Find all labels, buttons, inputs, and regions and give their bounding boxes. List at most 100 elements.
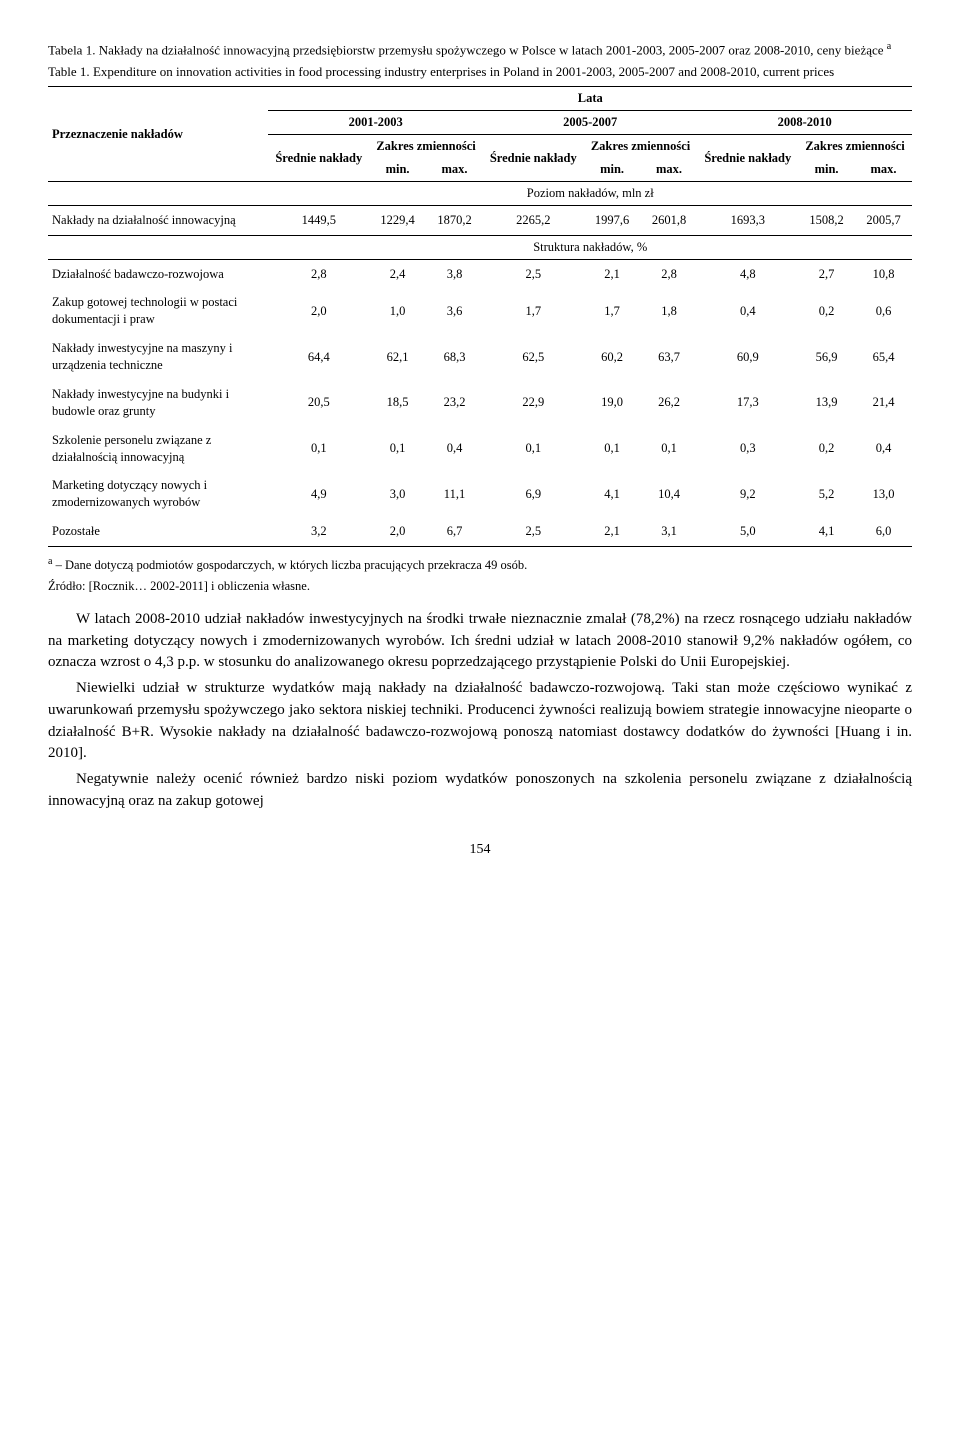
cell: 2,8 [268, 259, 369, 288]
table-row: Działalność badawczo-rozwojowa2,82,43,82… [48, 259, 912, 288]
col-header-period-1: 2005-2007 [483, 111, 698, 135]
body-para-2: Negatywnie należy ocenić również bardzo … [48, 769, 912, 813]
cell: 13,0 [855, 471, 912, 517]
caption-en-text: Expenditure on innovation activities in … [93, 64, 834, 79]
cell: 23,2 [426, 380, 483, 426]
cell: 6,9 [483, 471, 584, 517]
cell: 13,9 [798, 380, 855, 426]
caption-en-label: Table 1. [48, 64, 90, 79]
caption-pl-text: Nakłady na działalność innowacyjną przed… [99, 42, 887, 57]
col-header-srednie-2: Średnie nakłady [697, 135, 798, 182]
cell: 0,1 [369, 426, 426, 472]
col-header-min-2: min. [798, 158, 855, 181]
source: Źródło: [Rocznik… 2002-2011] i obliczeni… [48, 578, 912, 595]
table-row: Nakłady na działalność innowacyjną1449,5… [48, 205, 912, 235]
col-header-zakres-1: Zakres zmienności [584, 135, 698, 158]
col-header-srednie-1: Średnie nakłady [483, 135, 584, 182]
footnote: a – Dane dotyczą podmiotów gospodarczych… [48, 555, 912, 574]
data-table: Przeznaczenie nakładów Lata 2001-2003 20… [48, 86, 912, 547]
cell: 64,4 [268, 334, 369, 380]
cell: 1,7 [483, 288, 584, 334]
col-header-zakres-2: Zakres zmienności [798, 135, 912, 158]
cell: 60,9 [697, 334, 798, 380]
cell: 68,3 [426, 334, 483, 380]
cell: 10,8 [855, 259, 912, 288]
table-row: Nakłady inwestycyjne na budynki i budowl… [48, 380, 912, 426]
cell: 6,7 [426, 517, 483, 546]
cell: 2005,7 [855, 205, 912, 235]
cell: 21,4 [855, 380, 912, 426]
row-label: Nakłady na działalność innowacyjną [48, 205, 268, 235]
col-header-min-1: min. [584, 158, 641, 181]
row-label: Marketing dotyczący nowych i zmodernizow… [48, 471, 268, 517]
section-struct: Struktura nakładów, % [268, 235, 912, 259]
cell: 1,0 [369, 288, 426, 334]
table-row: Nakłady inwestycyjne na maszyny i urządz… [48, 334, 912, 380]
col-header-max-2: max. [855, 158, 912, 181]
cell: 2,0 [268, 288, 369, 334]
cell: 0,1 [483, 426, 584, 472]
cell: 20,5 [268, 380, 369, 426]
cell: 0,1 [268, 426, 369, 472]
body-para-0: W latach 2008-2010 udział nakładów inwes… [48, 609, 912, 674]
table-row: Zakup gotowej technologii w postaci doku… [48, 288, 912, 334]
cell: 60,2 [584, 334, 641, 380]
cell: 4,8 [697, 259, 798, 288]
cell: 1449,5 [268, 205, 369, 235]
cell: 0,6 [855, 288, 912, 334]
cell: 0,2 [798, 288, 855, 334]
cell: 2,7 [798, 259, 855, 288]
cell: 3,2 [268, 517, 369, 546]
col-header-zakres-0: Zakres zmienności [369, 135, 483, 158]
cell: 4,1 [584, 471, 641, 517]
row-label: Działalność badawczo-rozwojowa [48, 259, 268, 288]
cell: 2,5 [483, 259, 584, 288]
cell: 4,9 [268, 471, 369, 517]
cell: 3,6 [426, 288, 483, 334]
cell: 1,7 [584, 288, 641, 334]
row-label: Zakup gotowej technologii w postaci doku… [48, 288, 268, 334]
cell: 65,4 [855, 334, 912, 380]
row-label: Szkolenie personelu związane z działalno… [48, 426, 268, 472]
col-header-max-0: max. [426, 158, 483, 181]
table-row: Marketing dotyczący nowych i zmodernizow… [48, 471, 912, 517]
table-caption-en: Table 1. Expenditure on innovation activ… [48, 63, 912, 81]
cell: 5,0 [697, 517, 798, 546]
col-header-lata: Lata [268, 87, 912, 111]
cell: 2,1 [584, 259, 641, 288]
body-para-1: Niewielki udział w strukturze wydatków m… [48, 678, 912, 765]
cell: 10,4 [641, 471, 698, 517]
cell: 1229,4 [369, 205, 426, 235]
col-header-min-0: min. [369, 158, 426, 181]
cell: 18,5 [369, 380, 426, 426]
cell: 2,4 [369, 259, 426, 288]
table-body: Poziom nakładów, mln złNakłady na działa… [48, 181, 912, 546]
table-row: Szkolenie personelu związane z działalno… [48, 426, 912, 472]
cell: 63,7 [641, 334, 698, 380]
row-label: Pozostałe [48, 517, 268, 546]
cell: 56,9 [798, 334, 855, 380]
cell: 9,2 [697, 471, 798, 517]
col-header-srednie-0: Średnie nakłady [268, 135, 369, 182]
cell: 0,3 [697, 426, 798, 472]
cell: 17,3 [697, 380, 798, 426]
cell: 0,4 [426, 426, 483, 472]
caption-pl-label: Tabela 1. [48, 42, 95, 57]
cell: 1693,3 [697, 205, 798, 235]
cell: 3,0 [369, 471, 426, 517]
cell: 3,8 [426, 259, 483, 288]
col-header-period-0: 2001-2003 [268, 111, 483, 135]
row-label: Nakłady inwestycyjne na budynki i budowl… [48, 380, 268, 426]
cell: 2,0 [369, 517, 426, 546]
cell: 1508,2 [798, 205, 855, 235]
cell: 1,8 [641, 288, 698, 334]
cell: 2,8 [641, 259, 698, 288]
cell: 22,9 [483, 380, 584, 426]
table-caption-pl: Tabela 1. Nakłady na działalność innowac… [48, 40, 912, 59]
cell: 2601,8 [641, 205, 698, 235]
footnote-text: – Dane dotyczą podmiotów gospodarczych, … [52, 558, 527, 572]
col-header-period-2: 2008-2010 [697, 111, 912, 135]
cell: 2265,2 [483, 205, 584, 235]
page-number: 154 [48, 841, 912, 860]
cell: 11,1 [426, 471, 483, 517]
